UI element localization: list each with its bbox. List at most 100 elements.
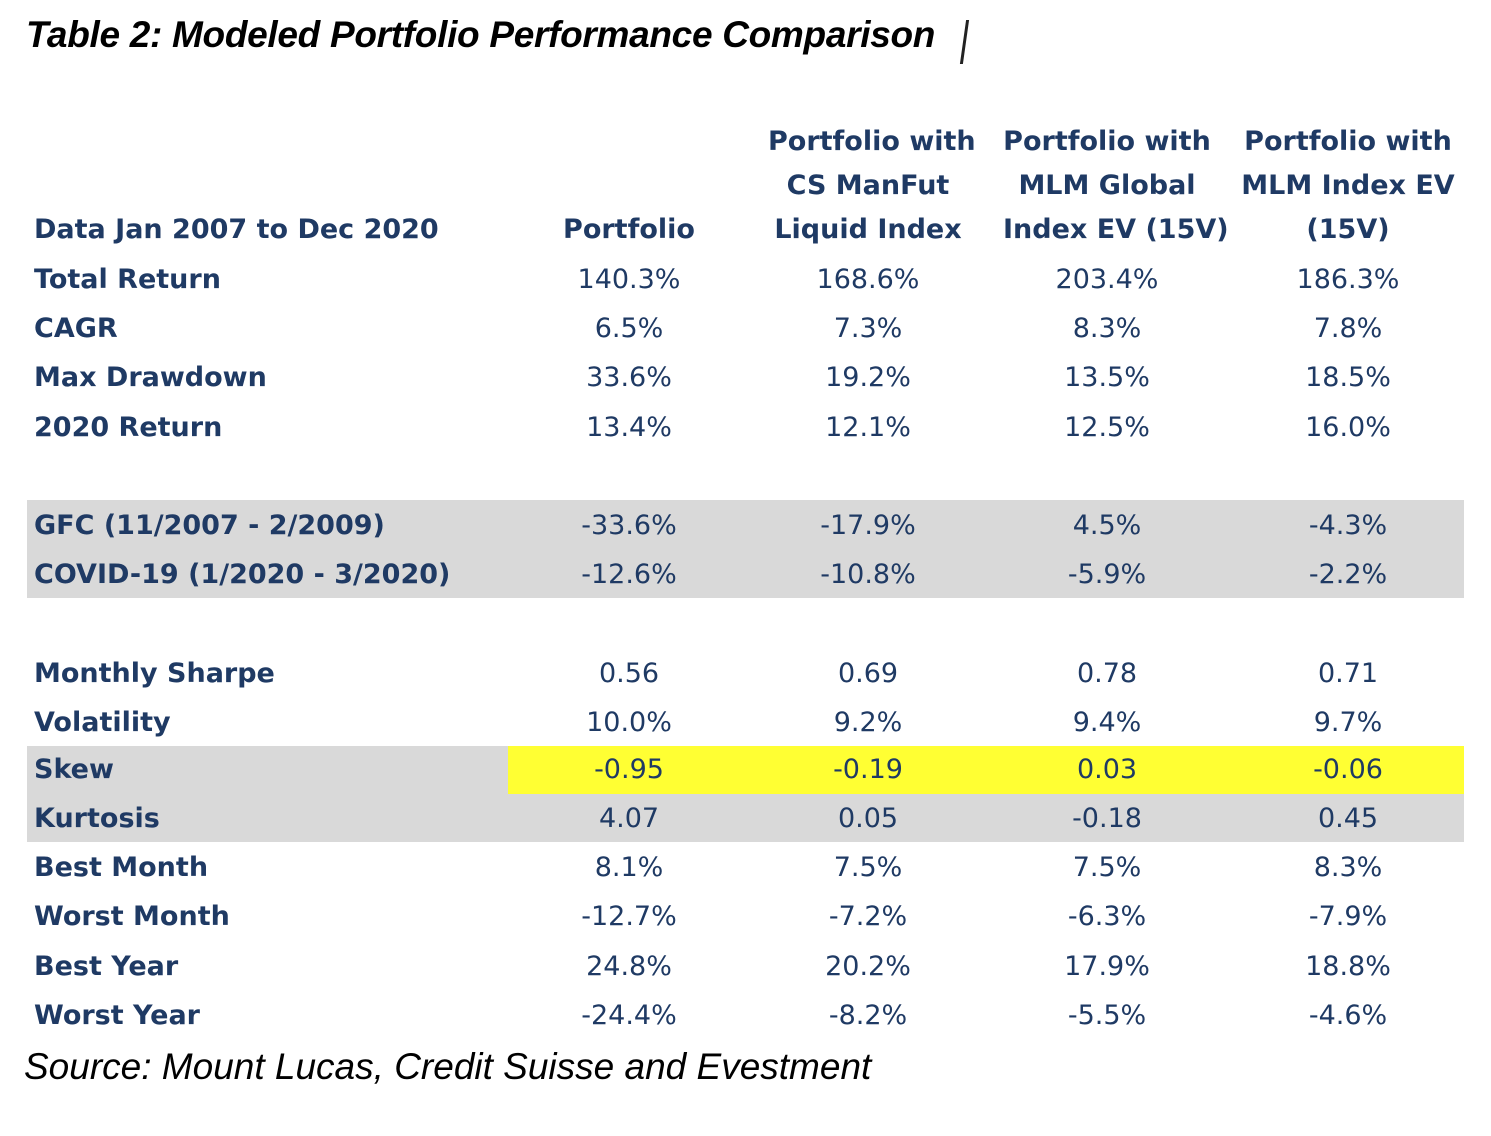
table-row-kurtosis: Kurtosis 4.07 0.05 -0.18 0.45 [0,794,1491,843]
cell-mlm-index: 18.5% [1305,362,1391,393]
row-label: Total Return [34,264,221,295]
skew-highlight [508,746,1464,794]
table-row-gfc: GFC (11/2007 - 2/2009) -33.6% -17.9% 4.5… [0,501,1491,550]
cell-mlm-index: -4.3% [1308,510,1388,541]
column-header-line: Portfolio with [768,126,976,157]
table-row-covid: COVID-19 (1/2020 - 3/2020) -12.6% -10.8%… [0,550,1491,599]
cell-portfolio: 0.56 [598,658,660,689]
table-row-volatility: Volatility 10.0% 9.2% 9.4% 9.7% [0,698,1491,747]
cell-cs-manfut: 19.2% [825,362,911,393]
table-row-monthly-sharpe: Monthly Sharpe 0.56 0.69 0.78 0.71 [0,649,1491,698]
cell-mlm-global: 7.5% [1072,852,1142,883]
cell-portfolio: 140.3% [577,264,681,295]
cell-mlm-global: 203.4% [1055,264,1159,295]
row-label: Kurtosis [34,803,160,834]
cell-portfolio: -12.7% [581,901,677,932]
table-title: Table 2: Modeled Portfolio Performance C… [26,14,936,55]
cell-mlm-global: 8.3% [1072,313,1142,344]
crisis-periods-band [27,500,1464,598]
row-label: Best Month [34,852,209,883]
cell-cs-manfut: -8.2% [828,1000,908,1031]
table-row-2020-return: 2020 Return 13.4% 12.1% 12.5% 16.0% [0,403,1491,452]
cell-mlm-index: 0.71 [1317,658,1379,689]
row-label: Worst Year [34,1000,200,1031]
column-header-cs-manfut: Portfolio with CS ManFut Liquid Index [768,120,976,252]
column-header-line: MLM Global [1018,170,1196,201]
cell-cs-manfut: -17.9% [820,510,916,541]
table-row-skew: Skew -0.95 -0.19 0.03 -0.06 [0,745,1491,794]
cell-cs-manfut: 0.05 [837,803,899,834]
text-cursor [959,20,970,64]
cell-cs-manfut: -7.2% [828,901,908,932]
cell-mlm-global: -5.9% [1067,559,1147,590]
cell-cs-manfut: 9.2% [833,707,903,738]
cell-cs-manfut: 7.3% [833,313,903,344]
column-header-mlm-global: Portfolio with MLM Global Index EV (15V) [1003,120,1229,252]
table-row-total-return: Total Return 140.3% 168.6% 203.4% 186.3% [0,255,1491,304]
cell-cs-manfut: 20.2% [825,951,911,982]
cell-mlm-index: 0.45 [1317,803,1379,834]
cell-mlm-global: -6.3% [1067,901,1147,932]
cell-mlm-global: 12.5% [1064,412,1150,443]
cell-mlm-index: 9.7% [1313,707,1383,738]
cell-mlm-global: 0.78 [1076,658,1138,689]
cell-mlm-index: -2.2% [1308,559,1388,590]
table-row-best-month: Best Month 8.1% 7.5% 7.5% 8.3% [0,843,1491,892]
cell-portfolio: 8.1% [594,852,664,883]
cell-portfolio: -33.6% [581,510,677,541]
cell-mlm-index: -4.6% [1308,1000,1388,1031]
table-row-cagr: CAGR 6.5% 7.3% 8.3% 7.8% [0,304,1491,353]
row-label: Volatility [34,707,171,738]
cell-portfolio: -0.95 [594,754,664,785]
column-header-line: MLM Index EV [1241,170,1455,201]
row-label: Skew [34,754,114,785]
cell-portfolio: 10.0% [586,707,672,738]
column-header-line: Portfolio with [1244,126,1452,157]
row-label: GFC (11/2007 - 2/2009) [34,510,385,541]
row-label: COVID-19 (1/2020 - 3/2020) [34,559,451,590]
row-label: 2020 Return [34,412,223,443]
column-header-line: (15V) [1306,214,1390,245]
cell-cs-manfut: 168.6% [816,264,920,295]
cell-mlm-index: 16.0% [1305,412,1391,443]
row-label: Worst Month [34,901,230,932]
cell-mlm-global: 13.5% [1064,362,1150,393]
cell-mlm-index: 8.3% [1313,852,1383,883]
column-header-line: Index EV (15V) [1003,214,1229,245]
cell-cs-manfut: 0.69 [837,658,899,689]
cell-mlm-global: 17.9% [1064,951,1150,982]
cell-mlm-index: 186.3% [1296,264,1400,295]
cell-portfolio: -24.4% [581,1000,677,1031]
column-header-line: Portfolio [563,214,695,245]
cell-portfolio: 4.07 [598,803,660,834]
row-label: CAGR [34,313,118,344]
cell-mlm-index: -0.06 [1313,754,1383,785]
cell-portfolio: 13.4% [586,412,672,443]
cell-portfolio: -12.6% [581,559,677,590]
cell-portfolio: 6.5% [594,313,664,344]
cell-mlm-index: -7.9% [1308,901,1388,932]
period-header: Data Jan 2007 to Dec 2020 [34,214,439,245]
cell-mlm-global: 4.5% [1072,510,1142,541]
table-row-worst-year: Worst Year -24.4% -8.2% -5.5% -4.6% [0,991,1491,1040]
cell-cs-manfut: 12.1% [825,412,911,443]
cell-portfolio: 24.8% [586,951,672,982]
cell-mlm-index: 18.8% [1305,951,1391,982]
cell-mlm-global: -0.18 [1072,803,1142,834]
row-label: Max Drawdown [34,362,267,393]
cell-cs-manfut: -10.8% [820,559,916,590]
column-header-line: CS ManFut [786,170,950,201]
table-row-worst-month: Worst Month -12.7% -7.2% -6.3% -7.9% [0,892,1491,941]
column-header-portfolio: Portfolio [538,208,720,252]
cell-cs-manfut: 7.5% [833,852,903,883]
source-note: Source: Mount Lucas, Credit Suisse and E… [24,1046,872,1087]
cell-portfolio: 33.6% [586,362,672,393]
cell-cs-manfut: -0.19 [833,754,903,785]
table-row-max-drawdown: Max Drawdown 33.6% 19.2% 13.5% 18.5% [0,353,1491,402]
column-header-line: Portfolio with [1003,126,1211,157]
row-label: Best Year [34,951,179,982]
column-header-line: Liquid Index [774,214,962,245]
cell-mlm-global: -5.5% [1067,1000,1147,1031]
cell-mlm-global: 0.03 [1076,754,1138,785]
column-header-mlm-index: Portfolio with MLM Index EV (15V) [1240,120,1456,252]
